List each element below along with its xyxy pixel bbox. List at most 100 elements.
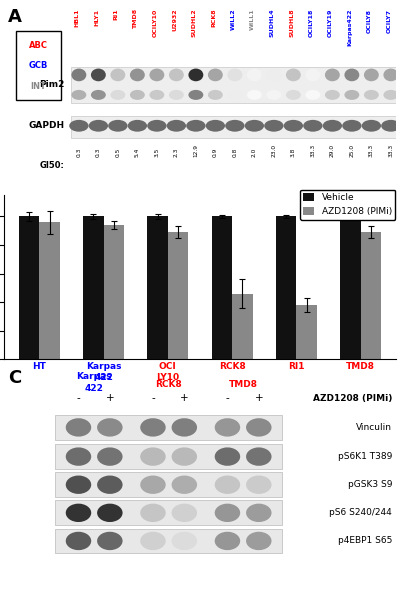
Ellipse shape	[172, 532, 197, 550]
Text: -: -	[151, 393, 155, 403]
Ellipse shape	[247, 90, 262, 100]
Ellipse shape	[172, 504, 197, 522]
Ellipse shape	[97, 504, 122, 522]
Text: p4EBP1 S65: p4EBP1 S65	[338, 537, 392, 545]
Text: OCILY7: OCILY7	[386, 9, 392, 32]
Text: OCILY19: OCILY19	[328, 9, 333, 37]
Ellipse shape	[140, 504, 166, 522]
Text: 0.5: 0.5	[115, 147, 120, 157]
Text: 2.3: 2.3	[174, 147, 179, 157]
Text: RI1: RI1	[114, 9, 118, 20]
Text: AZD1208 (PIMi): AZD1208 (PIMi)	[313, 393, 392, 403]
Text: 0.3: 0.3	[76, 147, 81, 157]
Bar	[104, 225, 124, 359]
Ellipse shape	[306, 90, 320, 100]
Text: 422: 422	[85, 384, 104, 393]
Text: 25.0: 25.0	[349, 144, 354, 157]
Ellipse shape	[364, 90, 379, 100]
Ellipse shape	[69, 120, 88, 132]
Ellipse shape	[150, 90, 164, 100]
Text: 12.9: 12.9	[193, 144, 198, 157]
Ellipse shape	[208, 68, 223, 81]
Ellipse shape	[128, 120, 147, 132]
Ellipse shape	[172, 475, 197, 494]
Text: 23.0: 23.0	[271, 144, 276, 157]
Ellipse shape	[150, 68, 164, 81]
Bar	[71, 116, 396, 138]
Ellipse shape	[130, 90, 145, 100]
Ellipse shape	[97, 448, 122, 466]
Ellipse shape	[342, 120, 362, 132]
Text: 3.5: 3.5	[154, 147, 159, 157]
Bar	[16, 31, 61, 100]
Text: U2932: U2932	[172, 9, 177, 31]
Text: TMD8: TMD8	[133, 9, 138, 29]
Ellipse shape	[130, 68, 145, 81]
Text: GAPDH: GAPDH	[29, 121, 65, 130]
Bar	[39, 222, 60, 359]
Bar	[168, 232, 188, 359]
Ellipse shape	[66, 532, 91, 550]
Text: +: +	[106, 393, 114, 403]
Ellipse shape	[246, 448, 272, 466]
Ellipse shape	[66, 475, 91, 494]
Ellipse shape	[147, 120, 166, 132]
Text: SUDHL8: SUDHL8	[289, 9, 294, 37]
Ellipse shape	[323, 120, 342, 132]
Bar	[276, 217, 296, 359]
Ellipse shape	[344, 90, 359, 100]
Text: WILL2: WILL2	[230, 9, 236, 30]
Ellipse shape	[97, 475, 122, 494]
Text: pS6 S240/244: pS6 S240/244	[329, 508, 392, 517]
Ellipse shape	[72, 90, 86, 100]
Ellipse shape	[108, 120, 128, 132]
Ellipse shape	[215, 532, 240, 550]
Ellipse shape	[97, 532, 122, 550]
Ellipse shape	[169, 68, 184, 81]
Ellipse shape	[110, 90, 125, 100]
Ellipse shape	[228, 90, 242, 100]
Text: 3.8: 3.8	[291, 147, 296, 157]
Text: Pim2: Pim2	[39, 81, 65, 90]
Bar	[232, 294, 253, 359]
Ellipse shape	[384, 68, 398, 81]
Text: Karpas: Karpas	[76, 372, 112, 381]
Text: RCK8: RCK8	[211, 9, 216, 27]
Text: 0.8: 0.8	[232, 147, 237, 157]
Text: OCILY10: OCILY10	[152, 9, 158, 37]
Text: -: -	[77, 393, 80, 403]
Text: Vinculin: Vinculin	[356, 423, 392, 432]
Bar	[71, 67, 396, 103]
Ellipse shape	[172, 418, 197, 436]
Bar	[340, 217, 361, 359]
Ellipse shape	[66, 448, 91, 466]
Ellipse shape	[246, 418, 272, 436]
Ellipse shape	[364, 68, 379, 81]
Text: 5.4: 5.4	[135, 147, 140, 157]
Ellipse shape	[215, 475, 240, 494]
Text: GCB: GCB	[29, 61, 48, 70]
Bar	[361, 232, 381, 359]
Ellipse shape	[381, 120, 400, 132]
Ellipse shape	[225, 120, 244, 132]
Ellipse shape	[66, 504, 91, 522]
Ellipse shape	[110, 68, 125, 81]
Text: 29.0: 29.0	[330, 144, 335, 157]
Ellipse shape	[215, 504, 240, 522]
Text: OCILY8: OCILY8	[367, 9, 372, 32]
Text: 0.3: 0.3	[96, 147, 101, 157]
Ellipse shape	[344, 68, 359, 81]
Ellipse shape	[188, 68, 203, 81]
Text: +: +	[180, 393, 189, 403]
Text: pS6K1 T389: pS6K1 T389	[338, 452, 392, 461]
Ellipse shape	[266, 90, 281, 100]
Ellipse shape	[245, 120, 264, 132]
Ellipse shape	[140, 418, 166, 436]
Bar	[55, 472, 282, 497]
Ellipse shape	[384, 90, 398, 100]
Ellipse shape	[172, 448, 197, 466]
Ellipse shape	[97, 418, 122, 436]
Ellipse shape	[325, 90, 340, 100]
Bar	[83, 217, 104, 359]
Ellipse shape	[303, 120, 322, 132]
